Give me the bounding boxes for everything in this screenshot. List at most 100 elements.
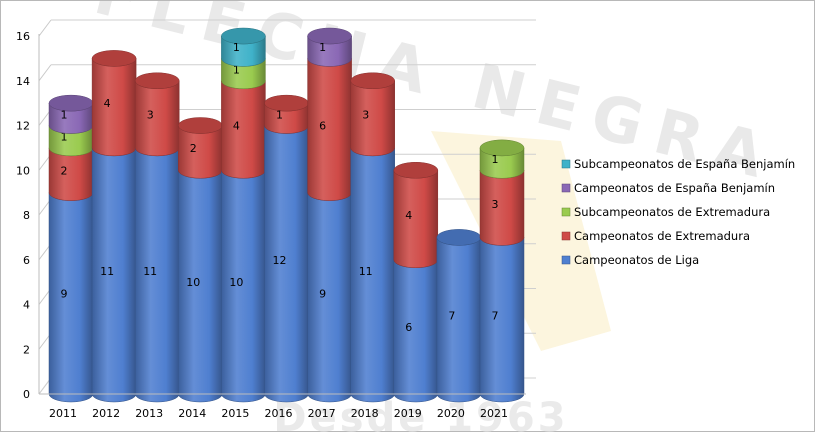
x-tick-label: 2011 (49, 407, 77, 420)
data-label-2017-campeonatos-de-extremadura: 6 (319, 120, 326, 133)
legend-label: Subcampeonatos de España Benjamín (574, 157, 795, 171)
data-label-2017-campeonatos-de-liga: 9 (319, 287, 326, 300)
legend-item-subcampeonatos-de-extremadura: Subcampeonatos de Extremadura (561, 205, 770, 219)
x-tick-label: 2012 (92, 407, 120, 420)
data-label-2017-campeonatos-de-espana-benjamin: 1 (319, 41, 326, 54)
data-label-2016-campeonatos-de-extremadura: 1 (276, 108, 283, 121)
bar-stack-2012: 11 4 (91, 50, 137, 403)
data-label-2019-campeonatos-de-liga: 6 (405, 321, 412, 334)
bar-stack-2011: 9 2 1 1 (48, 94, 94, 403)
data-label-2018-campeonatos-de-extremadura: 3 (362, 108, 369, 121)
legend-label: Campeonatos de Liga (574, 253, 699, 267)
bar-2017-campeonatos-de-liga (307, 192, 352, 403)
bar-2016-campeonatos-de-liga (264, 125, 309, 403)
bar-stack-2013: 11 3 (134, 72, 180, 403)
bar-stack-2015: 10 4 1 1 (221, 27, 266, 403)
bar-top-cap-2012 (91, 50, 137, 67)
data-label-2014-campeonatos-de-liga: 10 (186, 276, 200, 289)
legend-label: Campeonatos de Extremadura (574, 229, 750, 243)
x-tick-label: 2021 (480, 407, 508, 420)
y-tick-label: 10 (16, 164, 30, 177)
bar-top-cap-2011 (48, 94, 94, 112)
bar-top-cap-2013 (134, 72, 180, 89)
data-label-2016-campeonatos-de-liga: 12 (273, 254, 287, 267)
gridline-side (38, 64, 52, 82)
data-label-2021-campeonatos-de-extremadura: 3 (492, 198, 499, 211)
y-tick-label: 6 (23, 254, 30, 267)
data-label-2021-campeonatos-de-liga: 7 (492, 310, 499, 323)
legend-label: Campeonatos de España Benjamín (574, 181, 775, 195)
y-tick-label: 14 (16, 75, 30, 88)
bar-2017-campeonatos-de-extremadura (307, 58, 352, 201)
legend-item-campeonatos-de-espana-benjamin: Campeonatos de España Benjamín (561, 181, 775, 195)
data-label-2020-campeonatos-de-liga: 7 (448, 310, 455, 323)
bar-stack-2019: 64 (393, 162, 439, 403)
legend-swatch (561, 255, 571, 265)
x-tick-label: 2018 (351, 407, 379, 420)
y-tick-label: 0 (23, 388, 30, 401)
y-tick-label: 16 (16, 30, 30, 43)
bar-top-cap-2017 (307, 27, 352, 45)
legend-item-subcampeonatos-de-espana-benjamin: Subcampeonatos de España Benjamín (561, 157, 795, 171)
bar-2019-campeonatos-de-liga (393, 259, 439, 403)
bar-2013-campeonatos-de-extremadura (134, 80, 180, 157)
bar-2021-campeonatos-de-liga (479, 237, 525, 403)
data-label-2011-campeonatos-de-espana-benjamin: 1 (61, 108, 68, 121)
legend-label: Subcampeonatos de Extremadura (574, 205, 770, 219)
x-tick-label: 2016 (265, 407, 293, 420)
x-tick-label: 2013 (135, 407, 163, 420)
legend-swatch (561, 159, 571, 169)
data-label-2021-subcampeonatos-de-extremadura: 1 (492, 153, 499, 166)
y-tick-label: 2 (23, 343, 30, 356)
bar-2012-campeonatos-de-extremadura (91, 58, 137, 157)
data-label-2013-campeonatos-de-liga: 11 (143, 265, 157, 278)
bar-2015-campeonatos-de-extremadura (221, 80, 266, 179)
data-label-2014-campeonatos-de-extremadura: 2 (190, 142, 197, 155)
data-label-2011-campeonatos-de-liga: 9 (61, 287, 68, 300)
x-tick-label: 2015 (221, 407, 249, 420)
bar-stack-2016: 12 1 (264, 94, 309, 403)
data-label-2018-campeonatos-de-liga: 11 (359, 265, 373, 278)
legend-swatch (561, 183, 571, 193)
legend-swatch (561, 207, 571, 217)
bar-stack-2017: 9 6 1 (307, 27, 352, 403)
y-axis: 0 2 4 6 8 10 12 14 16 (16, 30, 40, 401)
x-tick-label: 2014 (178, 407, 206, 420)
bar-stack-2021: 7 3 1 (479, 139, 525, 403)
bar-top-cap-2020 (436, 229, 482, 246)
bar-top-cap-2016 (264, 94, 309, 112)
bar-top-cap-2019 (393, 162, 439, 179)
bar-top-cap-2015 (221, 27, 266, 45)
bar-top-cap-2018 (350, 72, 395, 89)
x-tick-label: 2017 (308, 407, 336, 420)
y-tick-label: 12 (16, 120, 30, 133)
bar-2018-campeonatos-de-extremadura (350, 80, 395, 157)
legend: Subcampeonatos de España Benjamín Campeon… (561, 157, 795, 267)
bar-2019-campeonatos-de-extremadura (393, 170, 439, 268)
bar-stack-2014: 10 2 (178, 117, 223, 403)
legend-item-campeonatos-de-liga: Campeonatos de Liga (561, 253, 699, 267)
data-label-2015-campeonatos-de-extremadura: 4 (233, 120, 240, 133)
legend-swatch (561, 231, 571, 241)
bar-top-cap-2021 (479, 139, 525, 157)
x-tick-label: 2020 (437, 407, 465, 420)
legend-item-campeonatos-de-extremadura: Campeonatos de Extremadura (561, 229, 750, 243)
data-label-2012-campeonatos-de-liga: 11 (100, 265, 114, 278)
bar-2011-campeonatos-de-liga (48, 192, 94, 403)
y-tick-label: 8 (23, 209, 30, 222)
x-axis: 2011 2012 2013 2014 2015 2016 2017 2018 2019 2020… (39, 393, 526, 420)
data-label-2011-subcampeonatos-de-extremadura: 1 (61, 131, 68, 144)
data-label-2015-subcampeonatos-de-espana-benjamin: 1 (233, 41, 240, 54)
data-label-2011-campeonatos-de-extremadura: 2 (61, 164, 68, 177)
bar-stack-2020: 7 (436, 229, 482, 403)
data-label-2019-campeonatos-de-extremadura: 4 (405, 209, 412, 222)
gridline-side (38, 19, 52, 37)
bar-stack-2018: 11 3 (350, 72, 395, 403)
bar-2021-campeonatos-de-extremadura (479, 170, 525, 246)
data-label-2012-campeonatos-de-extremadura: 4 (104, 97, 111, 110)
bar-2020-campeonatos-de-liga (436, 237, 482, 403)
y-tick-label: 4 (23, 299, 30, 312)
